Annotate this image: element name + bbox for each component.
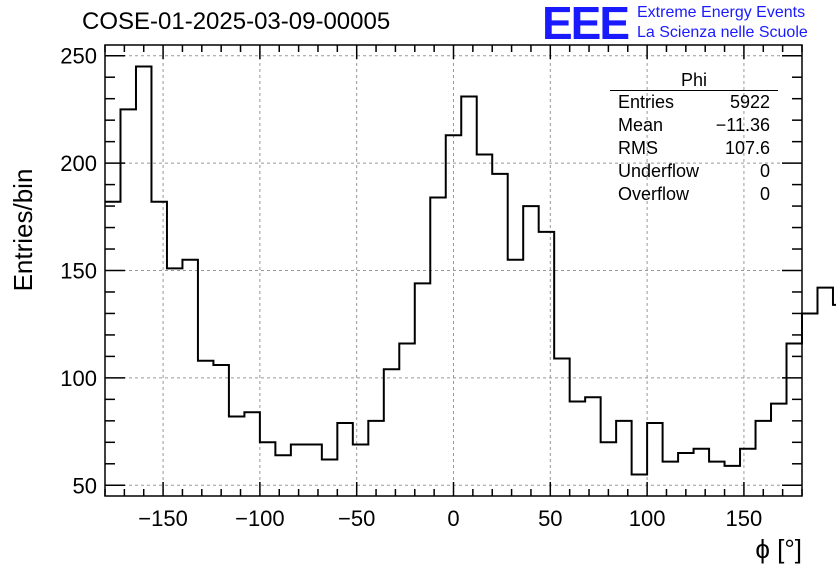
y-tick-label: 50 bbox=[73, 473, 97, 498]
stats-label: Mean bbox=[618, 115, 664, 135]
eee-tagline-1: Extreme Energy Events bbox=[637, 4, 806, 21]
stats-label: Entries bbox=[618, 92, 675, 112]
stats-value: 0 bbox=[759, 184, 770, 204]
x-tick-label: −100 bbox=[235, 506, 285, 531]
stats-value: 0 bbox=[759, 161, 770, 181]
stats-label: Overflow bbox=[618, 184, 690, 204]
y-tick-label: 150 bbox=[60, 259, 97, 284]
x-tick-label: −150 bbox=[138, 506, 188, 531]
eee-logo: EEE bbox=[542, 0, 630, 49]
stats-box: Phi Entries 5922 Mean −11.36 RMS 107.6 U… bbox=[610, 70, 778, 206]
stats-label: Underflow bbox=[618, 161, 700, 181]
chart-title: COSE-01-2025-03-09-00005 bbox=[82, 8, 391, 35]
x-axis-label: ϕ [°] bbox=[755, 534, 802, 564]
stats-row: Entries 5922 bbox=[610, 91, 778, 114]
stats-row: Underflow 0 bbox=[610, 160, 778, 183]
x-tick-label: 0 bbox=[447, 506, 459, 531]
stats-row: RMS 107.6 bbox=[610, 137, 778, 160]
stats-title: Phi bbox=[610, 70, 778, 91]
stats-value: 5922 bbox=[729, 92, 770, 112]
histogram-line bbox=[105, 65, 836, 476]
x-tick-label: 100 bbox=[629, 506, 666, 531]
stats-row: Mean −11.36 bbox=[610, 114, 778, 137]
stats-value: 107.6 bbox=[724, 138, 770, 158]
y-tick-label: 100 bbox=[60, 366, 97, 391]
x-tick-label: 150 bbox=[726, 506, 763, 531]
stats-value: −11.36 bbox=[715, 115, 770, 135]
x-tick-label: −50 bbox=[338, 506, 375, 531]
stats-row: Overflow 0 bbox=[610, 183, 778, 206]
x-tick-label: 50 bbox=[538, 506, 562, 531]
stats-label: RMS bbox=[618, 138, 658, 158]
y-axis-label: Entries/bin bbox=[8, 168, 38, 292]
y-tick-label: 250 bbox=[60, 44, 97, 69]
eee-tagline-2: La Scienza nelle Scuole bbox=[637, 24, 808, 41]
y-tick-label: 200 bbox=[60, 151, 97, 176]
